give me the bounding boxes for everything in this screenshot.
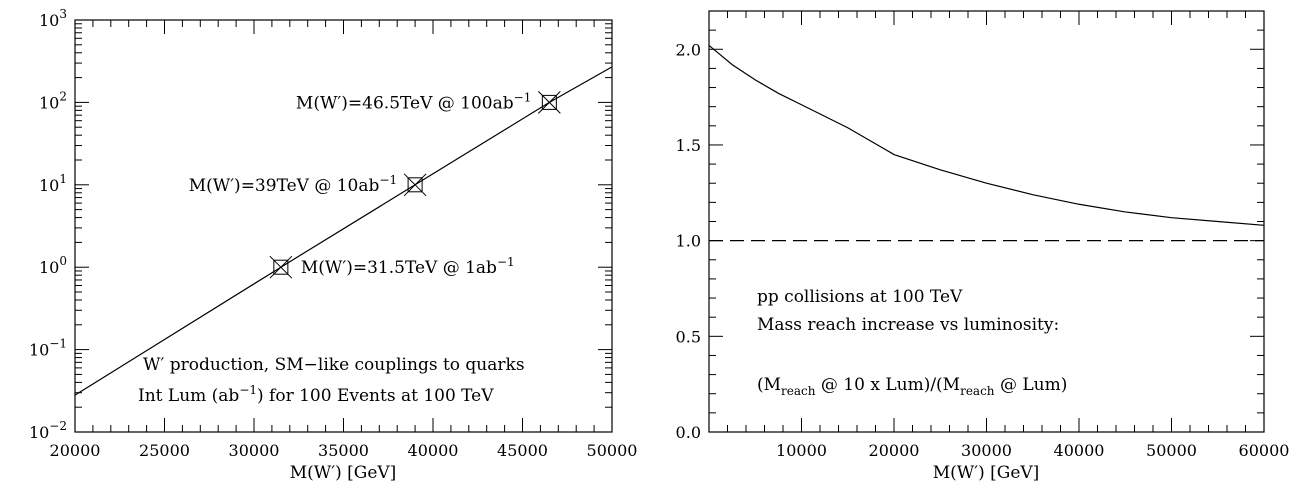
x-tick-label: 30000 [229, 441, 280, 460]
left-annotation-line1: W′ production, SM−like couplings to quar… [143, 355, 525, 375]
x-tick-label: 20000 [50, 441, 101, 460]
x-tick-label: 35000 [318, 441, 369, 460]
marker-label-2: M(W′)=39TeV @ 10ab−1 [189, 173, 397, 196]
x-tick-label: 45000 [497, 441, 548, 460]
x-tick-label: 50000 [1146, 441, 1197, 460]
left-annotation-line2: Int Lum (ab−1) for 100 Events at 100 TeV [138, 383, 494, 406]
marker-2 [403, 173, 427, 197]
right-x-tick-labels: 10000 20000 30000 40000 50000 60000 [776, 441, 1289, 460]
y-tick-label: 10−1 [29, 337, 67, 360]
y-tick-label: 100 [39, 254, 67, 277]
x-tick-label: 40000 [408, 441, 459, 460]
y-tick-label: 2.0 [676, 40, 701, 59]
y-tick-label: 1.0 [676, 232, 701, 251]
y-tick-label: 101 [39, 172, 67, 195]
y-tick-label: 102 [39, 89, 67, 112]
x-tick-label: 40000 [1054, 441, 1105, 460]
marker-1 [269, 255, 293, 279]
right-ticks [708, 10, 1265, 433]
y-tick-label: 1.5 [676, 136, 701, 155]
right-annotation-line1: pp collisions at 100 TeV [757, 287, 963, 307]
marker-label-3: M(W′)=46.5TeV @ 100ab−1 [296, 90, 531, 113]
right-y-tick-labels: 0.0 0.5 1.0 1.5 2.0 [676, 40, 701, 442]
marker-label-1: M(W′)=31.5TeV @ 1ab−1 [301, 255, 515, 278]
y-tick-label: 0.0 [676, 423, 701, 442]
right-plot-frame [708, 10, 1265, 433]
left-y-tick-labels: 10−2 10−1 100 101 102 103 [29, 7, 67, 442]
right-annotation-line3: (Mreach @ 10 x Lum)/(Mreach @ Lum) [757, 375, 1067, 398]
x-tick-label: 10000 [776, 441, 827, 460]
y-tick-label: 103 [39, 7, 67, 30]
x-tick-label: 50000 [587, 441, 638, 460]
right-x-axis-label: M(W′) [GeV] [933, 463, 1040, 482]
left-markers: M(W′)=31.5TeV @ 1ab−1 M(W′)=39TeV @ 10ab−… [189, 90, 561, 279]
x-tick-label: 30000 [961, 441, 1012, 460]
left-x-tick-labels: 20000 25000 30000 35000 40000 45000 50000 [50, 441, 638, 460]
left-minor-ticks [74, 20, 613, 433]
x-tick-label: 60000 [1239, 441, 1290, 460]
right-series-line [708, 44, 1265, 226]
y-tick-label: 10−2 [29, 419, 67, 442]
left-series-line [74, 66, 613, 396]
x-tick-label: 20000 [869, 441, 920, 460]
left-chart: 20000 25000 30000 35000 40000 45000 50000 10−2… [29, 7, 638, 482]
left-x-axis-label: M(W′) [GeV] [290, 463, 397, 482]
y-tick-label: 0.5 [676, 327, 701, 346]
right-annotation-line2: Mass reach increase vs luminosity: [757, 315, 1059, 335]
marker-3 [537, 91, 561, 114]
x-tick-label: 25000 [139, 441, 190, 460]
right-chart: 10000 20000 30000 40000 50000 60000 0.0 0.5 1.0… [676, 10, 1289, 482]
